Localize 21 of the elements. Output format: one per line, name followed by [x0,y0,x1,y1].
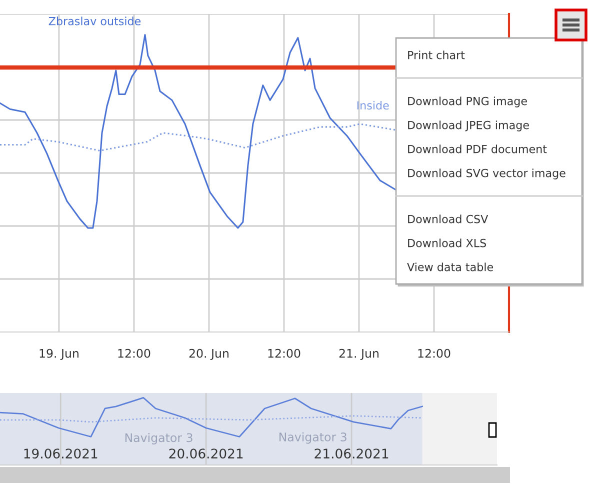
x-tick-label: 21.06.2021 [314,448,388,459]
x-tick-label: 19.06.2021 [24,448,98,459]
x-tick-label: 20. Jun [189,348,228,360]
annotation: Print chart [408,50,465,60]
x-tick-label: 12:00 [418,348,450,358]
x-tick-label: 12:00 [118,348,150,358]
annotation: Download XLS [408,238,486,248]
series-label: Inside [357,100,389,110]
annotation: View data table [407,262,493,272]
annotation: Navigator 3 [279,432,346,444]
series-label: Zbraslav outside [48,16,141,26]
annotation: Download JPEG image [408,120,529,132]
annotation: Download CSV [408,214,488,224]
x-tick-label: 12:00 [268,348,300,358]
x-tick-label: 21. Jun [339,348,378,360]
x-tick-label: 19. Jun [40,348,78,360]
annotation: Download SVG vector image [408,168,566,180]
x-tick-label: 20.06.2021 [169,448,243,459]
annotation: Download PNG image [408,96,527,108]
annotation: Navigator 3 [125,432,192,444]
annotation: Download PDF document [408,144,547,154]
